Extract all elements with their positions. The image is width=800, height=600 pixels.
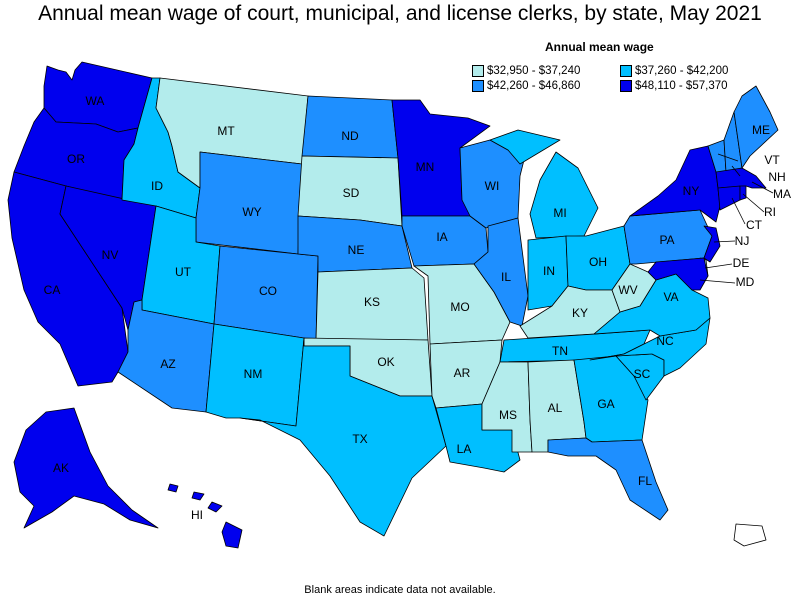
label-ne: NE [348,243,365,257]
label-hi: HI [191,508,203,522]
label-nv: NV [102,248,119,262]
state-mi [489,129,599,239]
legend-title: Annual mean wage [545,40,654,54]
state-pr [733,523,767,547]
label-in: IN [543,264,555,278]
label-ma: MA [773,187,791,201]
leader-ma [751,181,774,194]
state-ny [629,145,721,223]
leader-de [704,263,733,269]
label-wi: WI [485,179,500,193]
state-ct [717,185,741,211]
label-ri: RI [764,205,776,219]
leader-nh [731,165,741,177]
label-me: ME [752,123,770,137]
label-wa: WA [86,94,105,108]
label-ct: CT [746,218,763,232]
label-tx: TX [352,432,367,446]
legend-label-4: $48,110 - $57,370 [635,80,728,93]
state-nd [301,95,399,159]
leader-md [699,279,736,284]
label-or: OR [67,152,85,166]
state-md [647,257,709,291]
state-ak [13,407,159,529]
label-vt: VT [764,153,780,167]
state-hi [167,483,243,549]
label-ga: GA [597,397,614,411]
label-ak: AK [53,461,69,475]
label-nm: NM [244,367,263,381]
label-pa: PA [659,233,674,247]
label-mi: MI [553,206,566,220]
leader-vt [717,153,739,162]
label-nj: NJ [735,234,750,248]
label-oh: OH [589,255,607,269]
legend-item-1: $32,950 - $37,240 [472,65,580,77]
state-fl [547,437,669,521]
label-nh: NH [768,170,785,184]
state-nj [703,225,721,263]
label-nd: ND [341,129,359,143]
label-mo: MO [450,300,469,314]
leader-nj [713,240,736,243]
legend-item-2: $37,260 - $42,200 [620,65,728,77]
label-ca: CA [44,283,61,297]
state-ri [739,185,747,201]
label-ny: NY [683,184,700,198]
label-mt: MT [217,124,235,138]
label-ky: KY [572,306,588,320]
state-wy [195,151,303,255]
label-ks: KS [364,295,380,309]
label-id: ID [151,179,163,193]
leader-ct [731,197,746,225]
label-al: AL [548,401,563,415]
label-tn: TN [552,344,568,358]
label-wy: WY [242,205,261,219]
label-co: CO [259,284,277,298]
legend-item-3: $42,260 - $46,860 [472,80,580,92]
label-de: DE [733,256,750,270]
state-ks [315,267,429,341]
legend-swatch-2 [620,65,632,77]
label-ok: OK [377,355,394,369]
legend-label-1: $32,950 - $37,240 [487,65,581,78]
footnote: Blank areas indicate data not available. [304,584,496,596]
legend-swatch-1 [472,65,484,77]
legend-item-4: $48,110 - $57,370 [620,80,728,92]
label-az: AZ [160,357,175,371]
state-nc [589,317,711,377]
label-ms: MS [499,408,517,422]
leader-ri [742,193,765,213]
label-ut: UT [175,265,192,279]
legend-label-2: $37,260 - $42,200 [635,65,729,78]
label-wv: WV [618,283,637,297]
legend-label-3: $42,260 - $46,860 [487,80,581,93]
state-tx [239,337,447,537]
label-il: IL [501,270,511,284]
label-fl: FL [638,474,652,488]
state-labels: WA OR CA NV ID MT WY UT AZ CO NM ND SD N… [44,94,791,522]
legend-swatch-3 [472,80,484,92]
legend-swatch-4 [620,80,632,92]
label-nc: NC [656,334,674,348]
label-mn: MN [416,160,435,174]
label-la: LA [457,442,472,456]
label-md: MD [736,275,755,289]
state-il [473,217,529,327]
label-ar: AR [454,366,471,380]
state-me [733,85,779,169]
label-va: VA [663,290,678,304]
map-title: Annual mean wage of court, municipal, an… [38,2,762,25]
label-sc: SC [634,367,651,381]
label-ia: IA [436,230,447,244]
label-sd: SD [343,186,360,200]
